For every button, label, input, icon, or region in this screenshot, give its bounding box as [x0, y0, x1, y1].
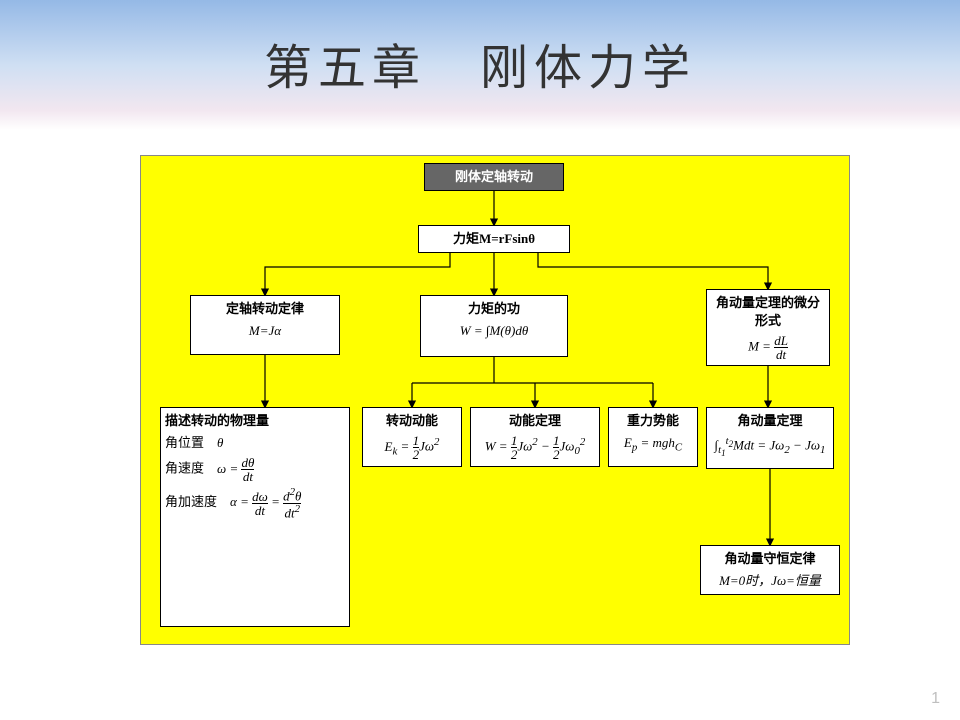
node-angthm: 角动量定理∫t1t2Mdt = Jω2 − Jω1: [706, 407, 834, 469]
node-law: 定轴转动定律M=Jα: [190, 295, 340, 355]
node-moment: 力矩M=rFsinθ: [418, 225, 570, 253]
slide: 第五章 刚体力学 刚体定轴转动力矩M=rFsinθ 定轴转动定律M=Jα 力矩的功W…: [0, 0, 960, 720]
node-kin: 描述转动的物理量角位置 θ角速度 ω = dθdt角加速度 α = dωdt =…: [160, 407, 350, 627]
node-angmom_d: 角动量定理的微分形式M = dLdt: [706, 289, 830, 366]
node-root: 刚体定轴转动: [424, 163, 564, 191]
page-title: 第五章 刚体力学: [0, 0, 960, 98]
flowchart: 刚体定轴转动力矩M=rFsinθ 定轴转动定律M=Jα 力矩的功W = ∫M(θ)d…: [140, 155, 850, 645]
title-bar: 第五章 刚体力学: [0, 0, 960, 130]
node-work: 力矩的功W = ∫M(θ)dθ: [420, 295, 568, 357]
node-rkE: 转动动能Ek = 12Jω2: [362, 407, 462, 467]
page-number: 1: [931, 690, 940, 708]
node-cons: 角动量守恒定律M=0时，Jω=恒量: [700, 545, 840, 595]
node-pe: 重力势能Ep = mghC: [608, 407, 698, 467]
node-wet: 动能定理W = 12Jω2 − 12Jω02: [470, 407, 600, 467]
